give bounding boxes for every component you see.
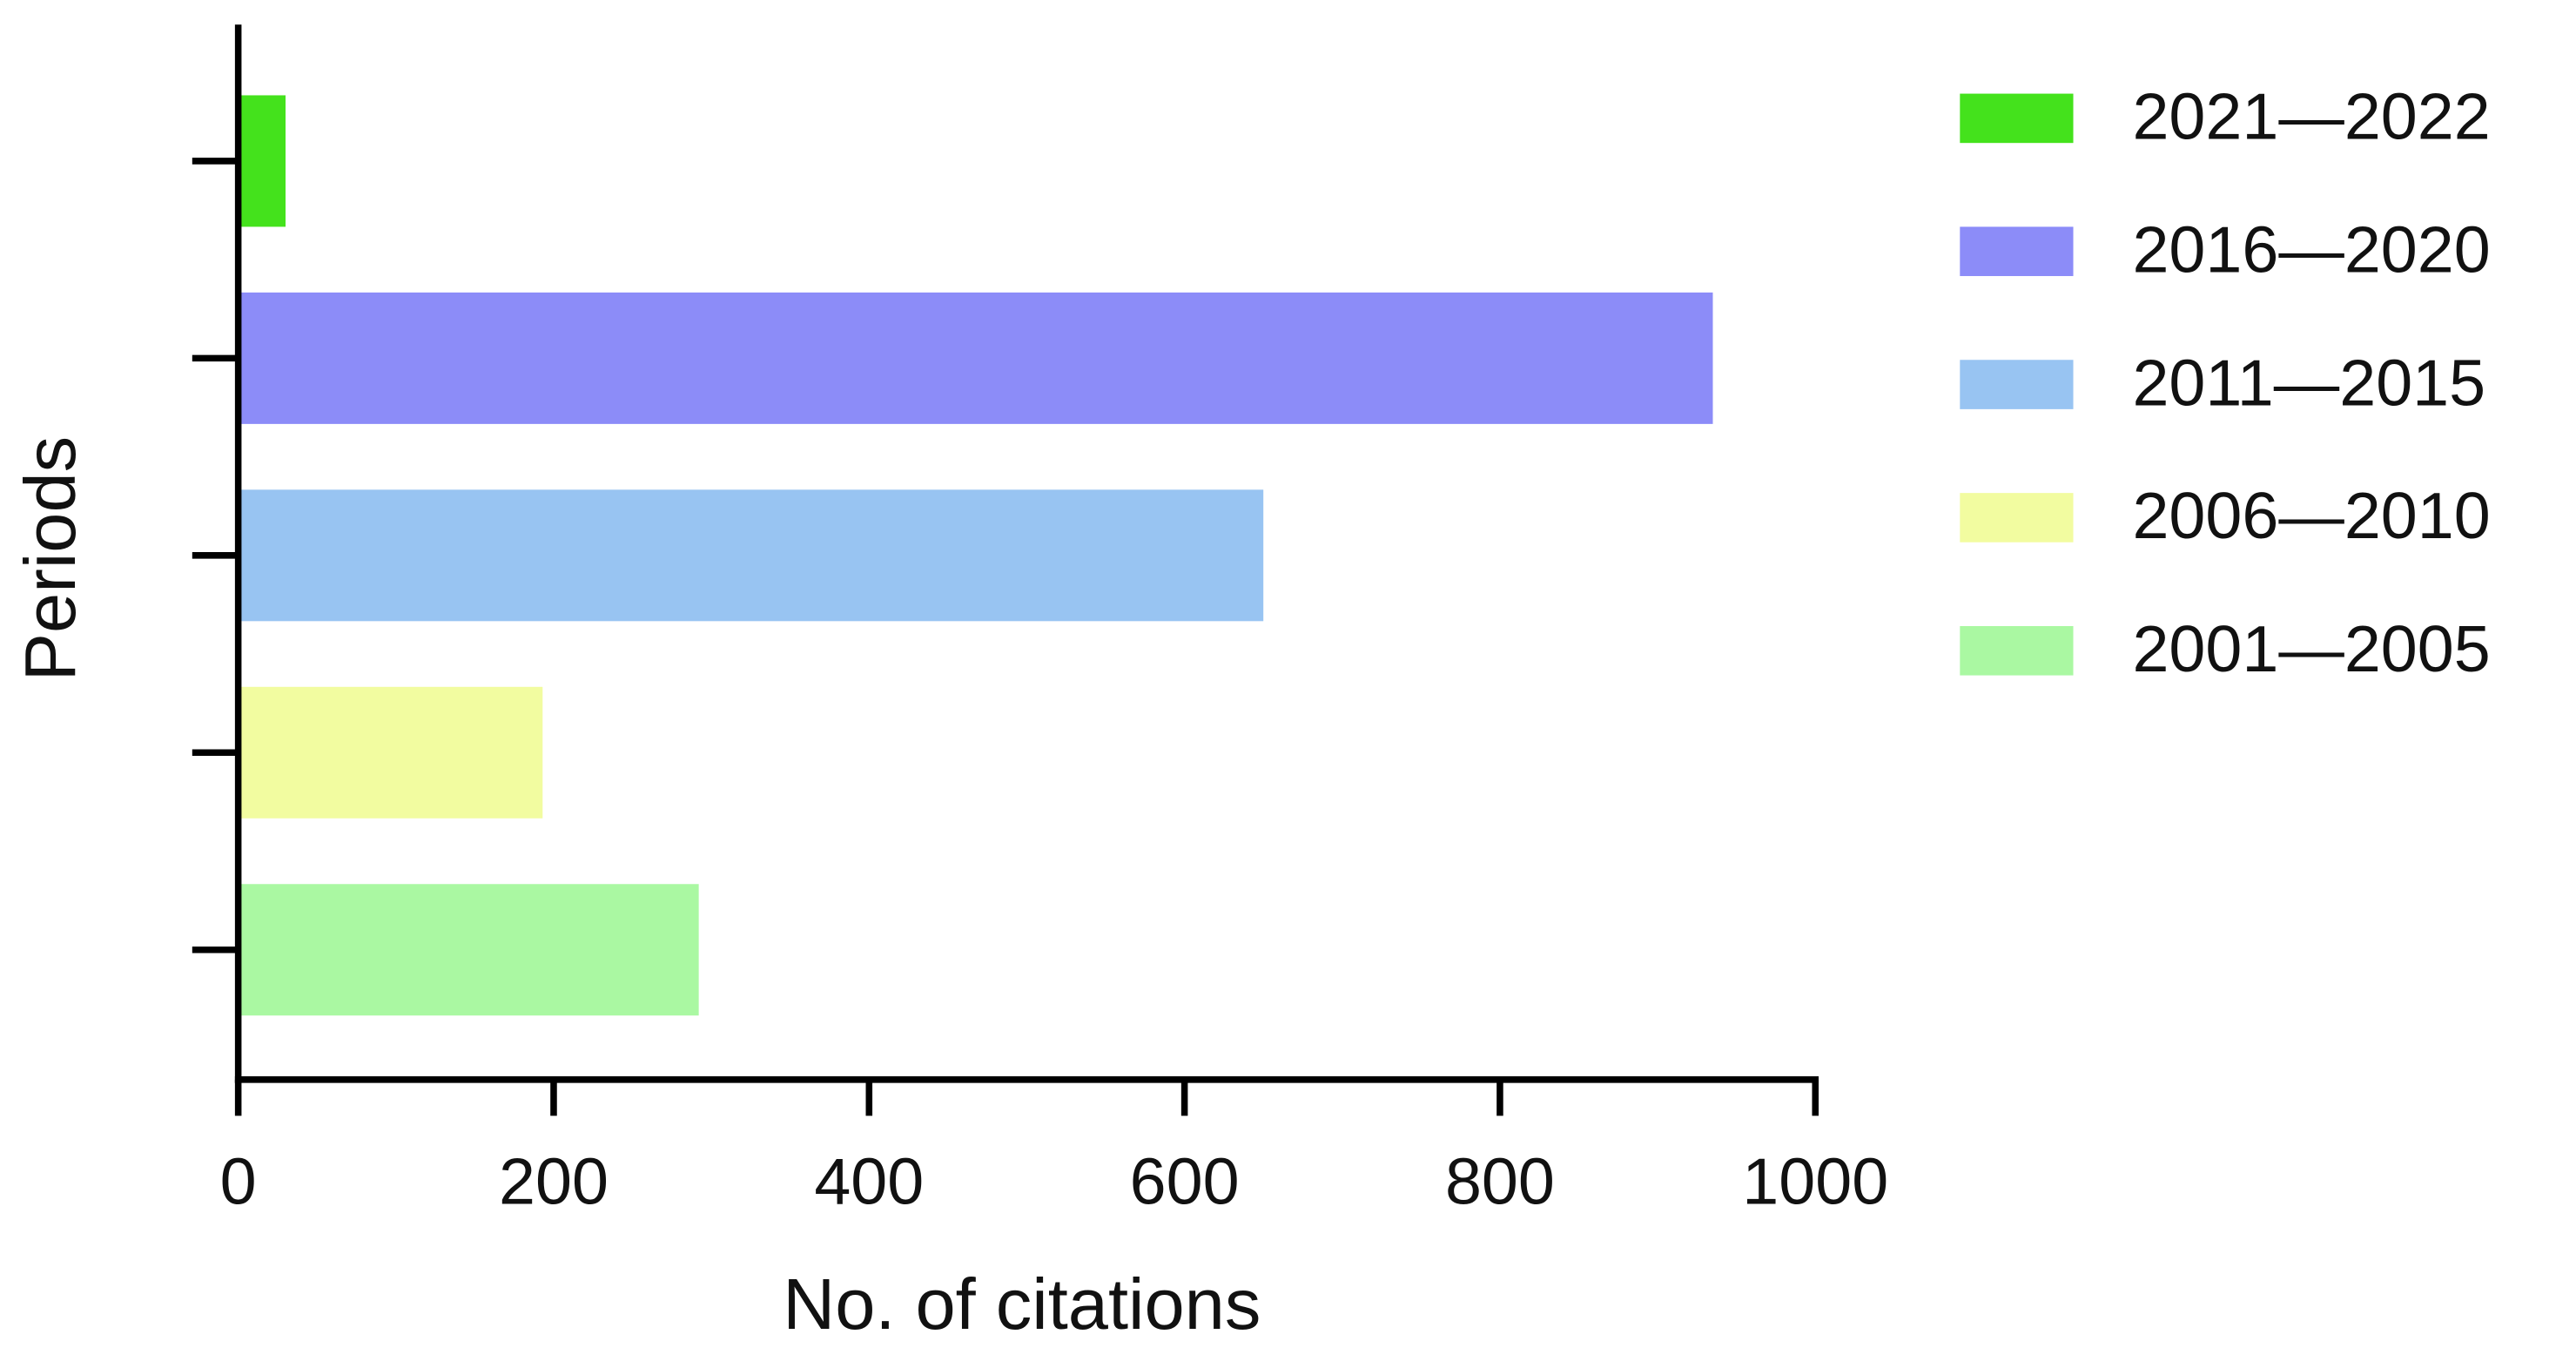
legend-label: 2006—2010 — [2132, 479, 2490, 552]
bar — [238, 686, 543, 819]
legend-label: 2016—2020 — [2132, 212, 2490, 286]
legend-swatch — [1960, 226, 2074, 277]
x-tick-label: 400 — [814, 1144, 924, 1217]
x-tick-label: 200 — [499, 1144, 609, 1217]
bar — [238, 884, 699, 1016]
legend-swatch — [1960, 360, 2074, 409]
legend-swatch — [1960, 93, 2074, 144]
legend-swatch — [1960, 625, 2074, 676]
x-axis-label: No. of citations — [783, 1264, 1261, 1344]
x-tick-label: 800 — [1445, 1144, 1555, 1217]
bar — [238, 292, 1713, 424]
x-tick-label: 0 — [220, 1144, 257, 1217]
legend-swatch — [1960, 493, 2074, 542]
bar — [238, 95, 286, 227]
x-tick-label: 600 — [1130, 1144, 1240, 1217]
bar — [238, 489, 1264, 622]
x-tick-label: 1000 — [1742, 1144, 1888, 1217]
legend-label: 2011—2015 — [2132, 346, 2485, 419]
legend-label: 2021—2022 — [2132, 80, 2490, 153]
y-axis-label: Periods — [10, 436, 91, 681]
legend-label: 2001—2005 — [2132, 612, 2490, 685]
